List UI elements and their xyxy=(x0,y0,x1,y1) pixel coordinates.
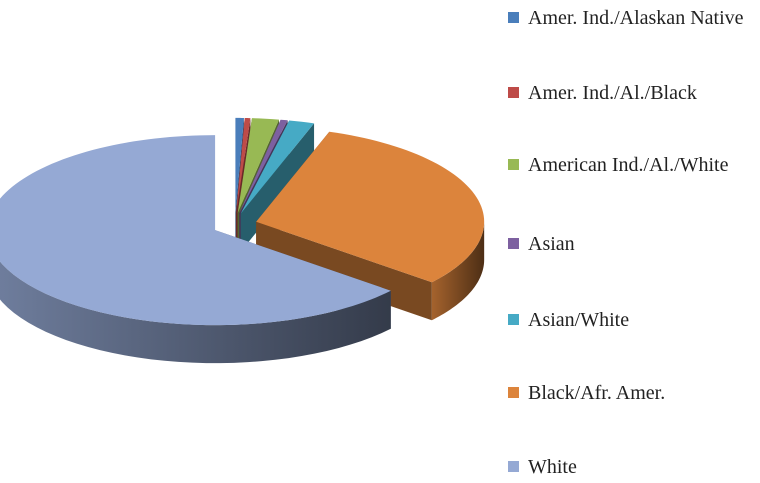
legend-item: Amer. Ind./Alaskan Native xyxy=(508,5,758,32)
legend-label: Asian/White xyxy=(528,309,630,331)
legend-swatch xyxy=(508,87,519,98)
legend-swatch xyxy=(508,159,519,170)
legend-item: White xyxy=(508,454,758,481)
legend-label: Amer. Ind./Alaskan Native xyxy=(528,7,744,29)
legend-swatch xyxy=(508,238,519,249)
legend-label: American Ind./Al./White xyxy=(528,154,729,176)
slice xyxy=(240,120,315,214)
legend-swatch xyxy=(508,314,519,325)
legend-label: Amer. Ind./Al./Black xyxy=(528,82,697,104)
slice xyxy=(0,135,391,326)
legend-item: Asian xyxy=(508,231,758,258)
legend-item: Amer. Ind./Al./Black xyxy=(508,80,758,107)
legend-swatch xyxy=(508,387,519,398)
slice xyxy=(256,131,485,283)
legend-swatch xyxy=(508,461,519,472)
legend-item: American Ind./Al./White xyxy=(508,152,758,179)
slice-side xyxy=(0,261,391,364)
pie-area xyxy=(0,117,485,364)
slice-side xyxy=(431,221,485,321)
legend-label: Asian xyxy=(528,233,575,255)
slice xyxy=(235,117,245,213)
legend-label: Black/Afr. Amer. xyxy=(528,382,666,404)
slice xyxy=(236,117,251,213)
legend-label: White xyxy=(528,456,577,478)
legend-item: Black/Afr. Amer. xyxy=(508,380,758,407)
legend-swatch xyxy=(508,12,519,23)
legend-item: Asian/White xyxy=(508,307,758,334)
slice xyxy=(237,118,280,213)
slice xyxy=(239,119,288,214)
